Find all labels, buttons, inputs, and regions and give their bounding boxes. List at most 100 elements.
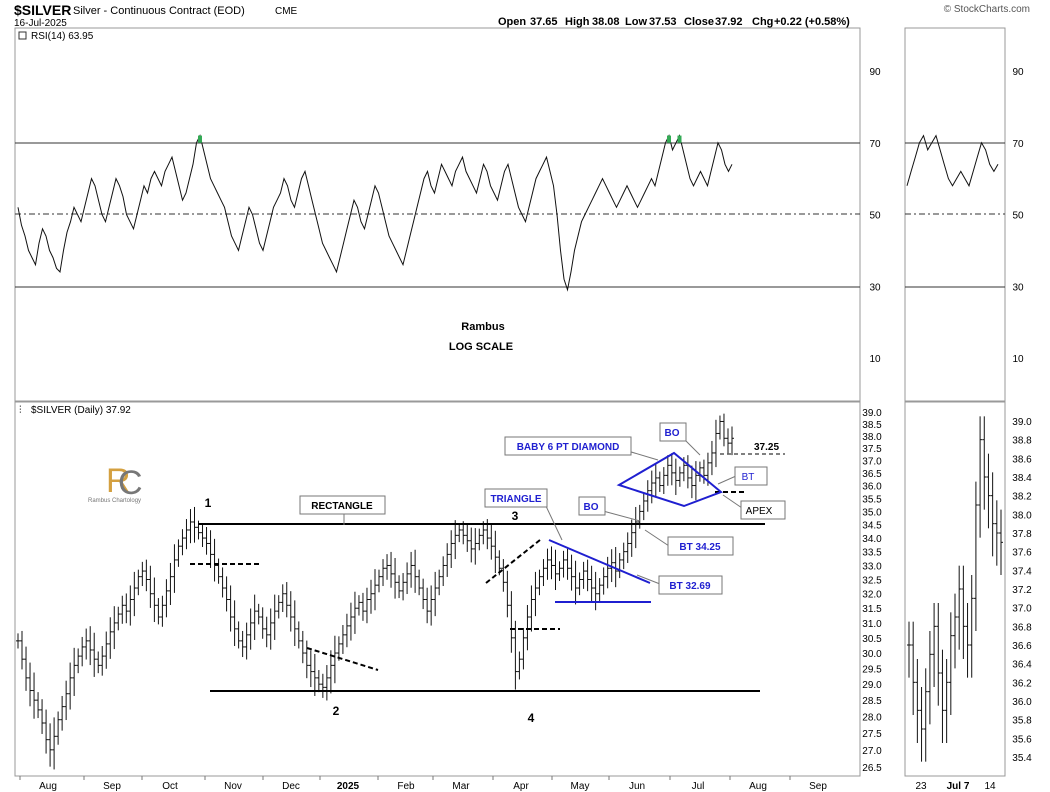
zoom-ohlc-bar — [961, 565, 966, 659]
ohlc-bar — [280, 584, 285, 613]
ohlc-bar — [629, 519, 634, 557]
ohlc-bar — [208, 530, 213, 568]
ohlc-bar — [653, 463, 658, 498]
zoom-ohlc-bar — [907, 621, 911, 678]
ohlc-bar — [40, 699, 45, 734]
price-tick-label: 27.5 — [862, 729, 882, 740]
ohlc-bar — [92, 632, 97, 677]
price-panel-frame — [14, 401, 861, 777]
price-tick-label: 38.5 — [862, 420, 882, 431]
zoom-x-tick-label: Jul 7 — [947, 781, 970, 792]
ohlc-bar — [457, 523, 462, 543]
ohlc-bar — [373, 569, 377, 611]
ohlc-bar — [621, 542, 626, 570]
ohlc-bar — [180, 529, 185, 556]
ohlc-bar — [641, 492, 646, 521]
zoom-price-tick-label: 37.6 — [1012, 548, 1032, 559]
ohlc-bar — [288, 591, 293, 632]
price-legend-icon[interactable]: ⫶ — [19, 405, 22, 416]
zoom-ohlc-bar — [927, 631, 932, 725]
rsi-tick-label: 90 — [869, 67, 881, 78]
ohlc-bar — [216, 558, 221, 584]
apex-pointer — [722, 494, 743, 509]
ohlc-bar — [453, 520, 458, 560]
bo2-pointer — [683, 438, 701, 456]
brand-label: © StockCharts.com — [944, 4, 1030, 15]
bo2-callout-box — [659, 422, 687, 442]
zoom-price-tick-label: 35.6 — [1012, 734, 1032, 745]
zoom-rsi-tick-label: 50 — [1012, 211, 1024, 222]
x-tick-label: Sep — [103, 781, 121, 792]
ohlc-bar — [260, 607, 265, 639]
chart-symbol: $SILVER — [14, 2, 71, 18]
ohlc-bar — [368, 579, 373, 614]
ohlc-bar — [565, 548, 570, 580]
ohlc-bar — [100, 646, 105, 676]
dash-line-3 — [485, 539, 541, 584]
zoom-price-tick-label: 38.8 — [1012, 436, 1032, 447]
ohlc-bar — [152, 577, 157, 623]
low-label: Low — [625, 16, 647, 28]
zoom-rsi-tick-label: 30 — [1012, 282, 1024, 293]
bt32-callout-box — [658, 575, 723, 595]
logo-text: Rambus Chartology — [88, 498, 141, 504]
rsi-tick-label: 70 — [869, 139, 881, 150]
ohlc-bar — [721, 413, 726, 447]
x-tick-label: Dec — [282, 781, 300, 792]
ohlc-bar — [128, 585, 133, 626]
zoom-ohlc-bar — [953, 593, 957, 669]
ohlc-bar — [421, 578, 426, 610]
ohlc-bar — [561, 550, 566, 578]
zoom-ohlc-bar — [986, 453, 991, 529]
price-tick-label: 33.0 — [862, 561, 882, 572]
ohlc-bar — [48, 723, 53, 767]
x-tick-label: Feb — [397, 781, 415, 792]
x-tick-label: Oct — [162, 781, 178, 792]
ohlc-bar — [537, 569, 542, 596]
zoom-rsi-tick-label: 90 — [1012, 67, 1024, 78]
price-tick-label: 36.0 — [862, 482, 882, 493]
bt34-pointer — [644, 529, 670, 547]
ohlc-bar — [28, 662, 33, 707]
ohlc-bar — [529, 585, 534, 632]
price-tick-label: 34.0 — [862, 534, 882, 545]
ohlc-bar — [573, 560, 578, 605]
ohlc-bar — [72, 647, 77, 696]
ohlc-bar — [393, 557, 398, 599]
ohlc-bar — [617, 553, 622, 579]
rsi-tick-label: 30 — [869, 282, 881, 293]
ohlc-bar — [493, 530, 498, 574]
rsi-legend-icon[interactable] — [18, 31, 27, 40]
zoom-price-tick-label: 37.2 — [1012, 585, 1032, 596]
ohlc-bar — [633, 506, 638, 549]
ohlc-bar — [24, 646, 29, 691]
zoom-ohlc-bar — [936, 603, 941, 706]
ohlc-bar — [381, 559, 386, 587]
ohlc-bar — [625, 532, 630, 563]
rsi-overbought-fill — [677, 135, 682, 143]
open-value: 37.65 — [530, 16, 558, 28]
rectangle-callout-box — [299, 495, 386, 515]
ohlc-bar — [597, 578, 602, 601]
zoom-ohlc-bar — [944, 659, 949, 743]
price-tick-label: 36.5 — [862, 469, 882, 480]
chart-exchange: CME — [275, 6, 298, 17]
price-tick-label: 34.5 — [862, 521, 882, 532]
zoom-ohlc-bar — [990, 472, 995, 557]
ohlc-bar — [445, 543, 450, 577]
zoom-price-tick-label: 38.4 — [1012, 473, 1032, 484]
rsi-tick-label: 50 — [869, 211, 881, 222]
zoom-price-tick-label: 36.4 — [1012, 660, 1032, 671]
x-tick-label: 2025 — [337, 781, 360, 792]
zoom-ohlc-bar — [978, 416, 983, 538]
diamond-pattern — [616, 451, 723, 508]
ohlc-bar — [413, 549, 418, 593]
zoom-ohlc-bar — [948, 612, 953, 715]
apex-callout-box — [740, 500, 786, 520]
ohlc-bar — [264, 616, 269, 648]
ohlc-bar — [509, 591, 514, 653]
zoom-ohlc-bar — [915, 659, 920, 743]
ohlc-bar — [224, 576, 229, 612]
ohlc-bar — [88, 626, 93, 666]
ohlc-bar — [304, 640, 309, 679]
